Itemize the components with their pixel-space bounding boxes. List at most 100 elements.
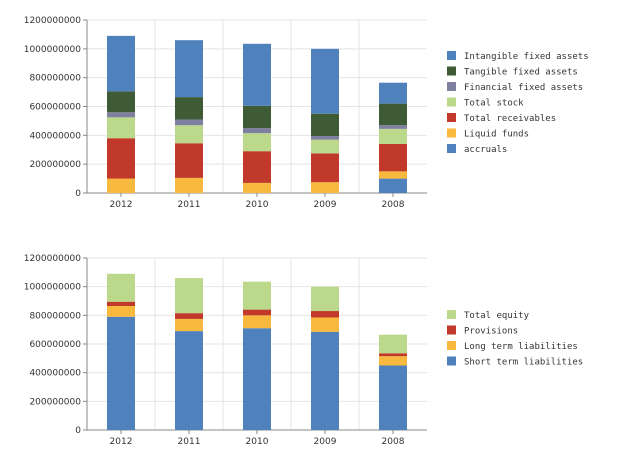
bar-segment	[243, 182, 271, 193]
bar-segment	[107, 91, 135, 113]
y-tick-label: 600000000	[29, 103, 81, 113]
bar-segment	[175, 119, 203, 126]
bar-segment	[175, 177, 203, 193]
legend-swatch	[447, 113, 456, 122]
bar-segment	[107, 117, 135, 139]
bar-segment	[107, 112, 135, 118]
bar-segment	[243, 128, 271, 134]
chart-2: 0 200000000 400000000 600000000 800000000 100…	[24, 254, 583, 447]
legend-swatch	[447, 341, 456, 350]
legend-label: Intangible fixed assets	[464, 52, 589, 62]
bar-segment	[311, 317, 339, 332]
legend-swatch	[447, 97, 456, 107]
y-tick-label: 1000000000	[24, 45, 82, 55]
bar-segment	[311, 331, 339, 430]
x-tick-label: 2009	[314, 437, 337, 447]
x-tick-label: 2012	[110, 437, 133, 447]
bar-segment	[379, 334, 407, 354]
y-tick-label: 0	[75, 426, 81, 436]
y-tick-label: 1200000000	[24, 254, 82, 264]
legend-label: Provisions	[464, 327, 518, 337]
legend-swatch	[447, 128, 456, 138]
x-tick-label: 2009	[314, 200, 337, 210]
bar-segment	[379, 171, 407, 179]
legend-swatch	[447, 356, 456, 366]
legend-label: Total equity	[464, 311, 530, 321]
bar-segment	[311, 48, 339, 114]
bar-segment	[311, 182, 339, 193]
y-tick-label: 600000000	[29, 340, 81, 350]
bar-segment	[175, 313, 203, 319]
y-tick-label: 400000000	[29, 131, 81, 141]
bar-segment	[379, 356, 407, 366]
bar-segment	[311, 286, 339, 312]
bar-segment	[175, 331, 203, 430]
legend-label: Financial fixed assets	[464, 83, 583, 93]
legend-label: Liquid funds	[464, 130, 529, 140]
bar-segment	[243, 43, 271, 106]
bar-segment	[175, 318, 203, 332]
bar-segment	[243, 309, 271, 316]
y-tick-label: 800000000	[29, 74, 81, 84]
bar-segment	[107, 301, 135, 307]
bar-segment	[311, 113, 339, 137]
bar-segment	[311, 139, 339, 154]
y-tick-label: 400000000	[29, 369, 81, 379]
chart-1: 0 200000000 400000000 600000000 800000000 100…	[24, 16, 589, 210]
bar-segment	[379, 82, 407, 104]
y-tick-label: 0	[75, 189, 81, 199]
bar-segment	[243, 105, 271, 129]
bar-segment	[243, 315, 271, 329]
bar-segment	[175, 278, 203, 314]
bar-segment	[379, 143, 407, 172]
legend-label: accruals	[464, 145, 507, 155]
legend-swatch	[447, 51, 456, 60]
y-tick-label: 800000000	[29, 311, 81, 321]
y-tick-label: 200000000	[29, 397, 81, 407]
bar-segment	[243, 328, 271, 430]
x-tick-label: 2010	[246, 200, 269, 210]
y-tick-label: 200000000	[29, 160, 81, 170]
legend-swatch	[447, 144, 456, 153]
bar-segment	[107, 273, 135, 302]
y-tick-label: 1000000000	[24, 283, 82, 293]
bar-segment	[379, 353, 407, 357]
bar-segment	[243, 281, 271, 310]
y-tick-label: 1200000000	[24, 16, 82, 26]
bar-segment	[379, 128, 407, 144]
bar-segment	[175, 97, 203, 120]
bar-segment	[311, 153, 339, 183]
bar-segment	[243, 151, 271, 183]
legend-label: Tangible fixed assets	[464, 68, 578, 78]
x-tick-label: 2011	[178, 200, 201, 210]
bar-segment	[243, 133, 271, 152]
bar-segment	[107, 138, 135, 179]
legend-label: Short term liabilities	[464, 358, 583, 368]
x-tick-label: 2012	[110, 200, 133, 210]
bar-segment	[107, 306, 135, 317]
x-tick-label: 2008	[382, 200, 405, 210]
bar-segment	[107, 35, 135, 92]
legend-label: Total receivables	[464, 114, 556, 124]
legend-label: Long term liabilities	[464, 342, 578, 352]
legend-label: Total stock	[464, 99, 524, 109]
bar-segment	[379, 365, 407, 430]
bar-segment	[175, 125, 203, 144]
bar-segment	[311, 311, 339, 318]
legend-swatch	[447, 325, 456, 335]
bar-segment	[107, 178, 135, 193]
legend-swatch	[447, 82, 456, 91]
x-tick-label: 2011	[178, 437, 201, 447]
bar-segment	[175, 40, 203, 98]
bar-segment	[379, 178, 407, 193]
bar-segment	[379, 103, 407, 126]
bar-segment	[175, 143, 203, 178]
bar-segment	[311, 136, 339, 140]
legend-swatch	[447, 310, 456, 319]
x-tick-label: 2008	[382, 437, 405, 447]
legend-swatch	[447, 66, 456, 76]
bar-segment	[107, 316, 135, 430]
bar-segment	[379, 125, 407, 129]
x-tick-label: 2010	[246, 437, 269, 447]
